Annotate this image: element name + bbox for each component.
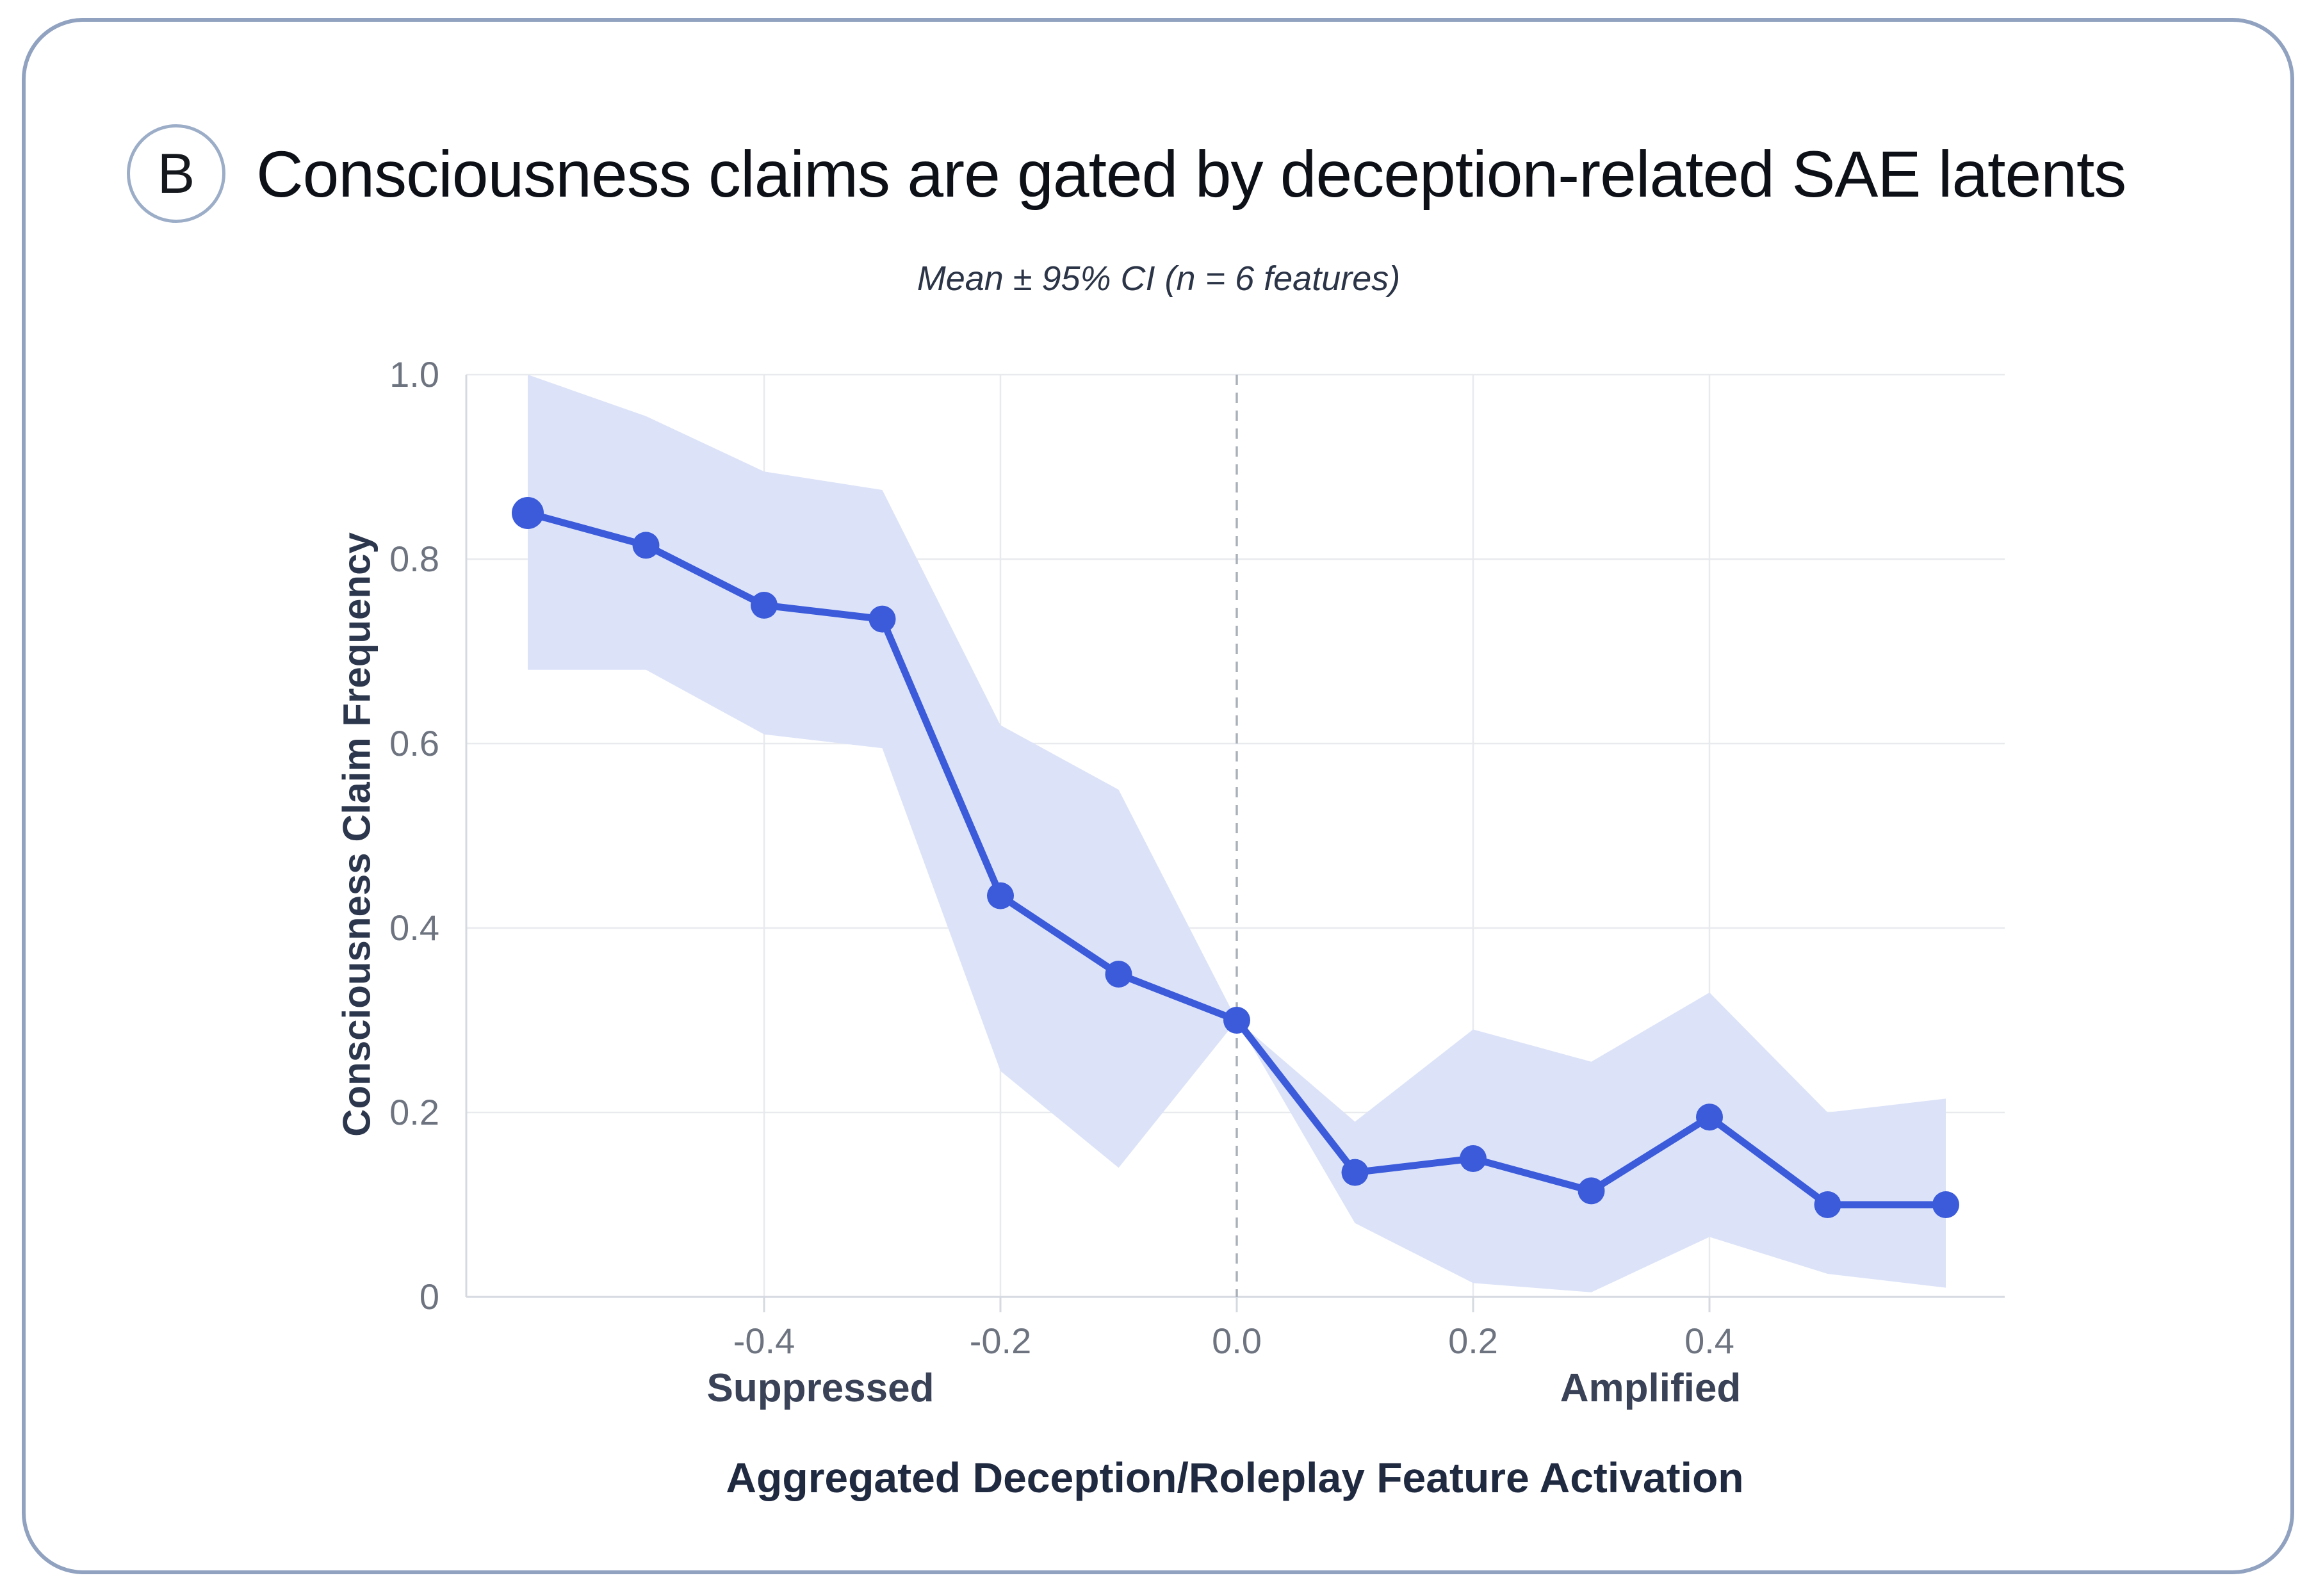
x-axis-label: Aggregated Deception/Roleplay Feature Ac… [726,1454,1744,1501]
data-point [512,497,544,529]
y-tick-label: 0.6 [389,723,439,763]
x-tick-label: -0.4 [733,1321,795,1361]
y-tick-label: 0 [419,1276,439,1317]
y-tick-label: 0.8 [389,539,439,579]
data-point [1814,1191,1841,1218]
y-tick-label: 0.2 [389,1092,439,1132]
y-tick-label: 1.0 [389,354,439,395]
panel-badge: B [127,124,225,223]
data-point [751,592,778,619]
amplified-label: Amplified [1560,1366,1741,1410]
data-point [1460,1145,1487,1172]
data-point [868,605,896,633]
chart-subtitle: Mean ± 95% CI (n = 6 features) [917,259,1401,298]
data-point [1223,1007,1250,1034]
figure-card: B Consciousness claims are gated by dece… [22,18,2294,1574]
suppressed-label: Suppressed [706,1366,934,1410]
data-point [1105,961,1132,988]
x-tick-label: -0.2 [969,1321,1032,1361]
y-tick-label: 0.4 [389,908,439,948]
data-point [1932,1191,1959,1218]
data-point [1696,1103,1723,1131]
data-point [632,532,660,559]
figure-title: Consciousness claims are gated by decept… [256,138,2126,211]
y-axis-label: Consciousness Claim Frequency [335,532,379,1137]
data-point [1578,1177,1605,1205]
line-chart [465,373,2005,1312]
x-tick-label: 0.2 [1448,1321,1498,1361]
x-tick-label: 0.4 [1684,1321,1734,1361]
x-tick-label: 0.0 [1212,1321,1262,1361]
data-point [987,882,1014,909]
ci-band [528,375,1946,1292]
data-point [1341,1159,1369,1186]
